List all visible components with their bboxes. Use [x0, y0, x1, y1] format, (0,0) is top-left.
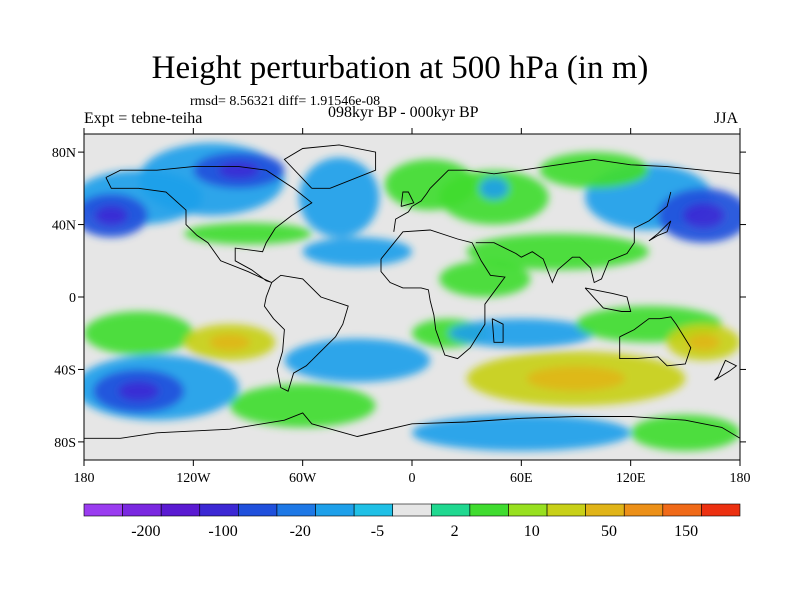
coastlines: [84, 144, 740, 439]
colorbar-label: 2: [451, 523, 459, 540]
colorbar-swatch: [546, 503, 586, 517]
colorbar-swatch: [392, 503, 432, 517]
colorbar-swatch: [623, 503, 664, 517]
coastline: [714, 359, 738, 381]
field-blob: [539, 152, 649, 189]
colorbar-swatch: [469, 503, 509, 517]
lon-tick-label: 60W: [289, 471, 317, 486]
field-blob-core: [526, 366, 626, 391]
lat-tick-label: 40S: [54, 363, 76, 378]
coastline: [380, 229, 506, 360]
lon-tick-label: 180: [74, 471, 95, 486]
coastline: [105, 166, 313, 283]
colorbar-label: 150: [674, 523, 698, 540]
chart-title: Height perturbation at 500 hPa (in m): [151, 50, 649, 86]
field-blob: [439, 260, 531, 297]
coastline: [263, 274, 349, 392]
field-blob: [466, 233, 649, 270]
lon-tick-label: 180: [730, 471, 751, 486]
rmsd-diff-stats: rmsd= 8.56321 diff= 1.91546e-08: [190, 94, 381, 109]
colorbar-label: 50: [601, 523, 617, 540]
lat-tick-label: 0: [69, 291, 76, 306]
height-field-shading: [84, 143, 740, 451]
coastline: [584, 287, 632, 312]
field-blob: [84, 311, 194, 355]
colorbar-swatch: [315, 503, 355, 517]
colorbar-swatch: [160, 503, 201, 517]
field-blob: [184, 222, 312, 245]
map-plot-area: [83, 133, 741, 461]
colorbar-label: -5: [371, 523, 384, 540]
colorbar-swatch: [662, 503, 702, 517]
coastline: [648, 220, 672, 242]
colorbar-swatch: [276, 503, 316, 517]
colorbar: -200 -100 -20 -5 2 10 50 150: [83, 503, 741, 540]
lon-tick-label: 0: [409, 471, 416, 486]
field-blob: [630, 414, 740, 451]
coastline: [393, 158, 740, 232]
coastline: [400, 191, 415, 207]
period-label: 098kyr BP - 000kyr BP: [328, 104, 479, 121]
colorbar-swatch: [701, 503, 741, 517]
field-blob: [302, 237, 413, 267]
field-blob-core: [118, 381, 160, 401]
coastline: [283, 144, 377, 189]
colorbar-label: -200: [131, 523, 160, 540]
field-blob: [479, 177, 509, 200]
field-blob-core: [683, 203, 725, 228]
lat-tick-label: 80S: [54, 436, 76, 451]
lon-tick-label: 60E: [510, 471, 533, 486]
colorbar-swatch: [83, 503, 123, 517]
field-blob-core: [218, 162, 260, 179]
colorbar-swatch: [238, 503, 278, 517]
field-blob: [448, 318, 595, 348]
field-blob-core: [94, 205, 128, 226]
coastline: [475, 191, 672, 284]
field-blob: [229, 383, 376, 428]
colorbar-swatch: [508, 503, 548, 517]
lon-tick-label: 120W: [176, 471, 211, 486]
lat-tick-label: 80N: [52, 146, 76, 161]
colorbar-swatch: [199, 503, 239, 517]
lon-tick-label: 120E: [616, 471, 646, 486]
field-blob: [299, 157, 380, 238]
field-blob-core: [209, 334, 251, 351]
colorbar-label: -100: [208, 523, 237, 540]
colorbar-swatch: [585, 503, 625, 517]
coastline: [491, 318, 504, 343]
latitude-axis: 80N 40N 0 40S 80S: [52, 146, 746, 451]
longitude-axis: 180 120W 60W 0 60E 120E 180: [74, 128, 751, 486]
season-label: JJA: [714, 110, 739, 127]
lat-tick-label: 40N: [52, 219, 76, 234]
colorbar-swatch: [122, 503, 162, 517]
field-blob: [284, 338, 431, 383]
colorbar-label: 10: [524, 523, 540, 540]
experiment-label: Expt = tebne-teiha: [84, 110, 203, 127]
colorbar-label: -20: [290, 523, 311, 540]
field-blob-core: [687, 334, 720, 351]
coastline: [84, 412, 740, 439]
coastline: [619, 316, 692, 367]
colorbar-swatch: [353, 503, 394, 517]
colorbar-swatch: [430, 503, 471, 517]
field-blob: [411, 414, 631, 451]
